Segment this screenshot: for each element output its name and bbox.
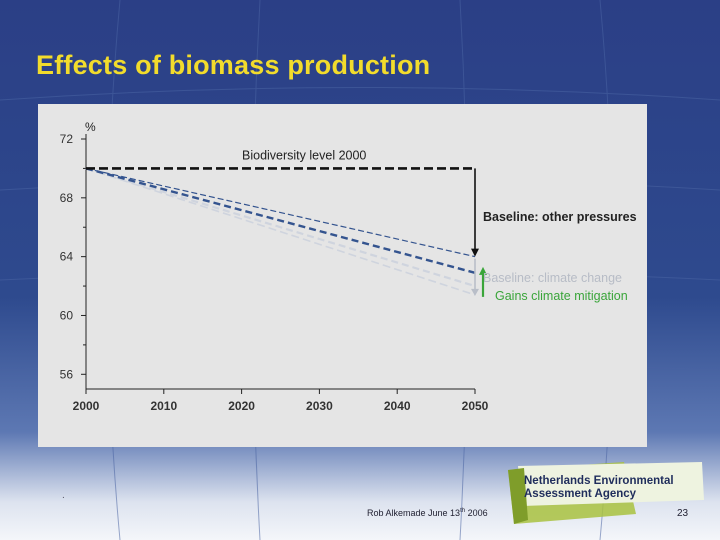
x-tick-label: 2020 <box>228 399 255 413</box>
y-tick-label: 56 <box>60 367 74 381</box>
series-line-mitigation <box>85 167 476 288</box>
y-tick-label: 72 <box>60 132 74 146</box>
series-line-all-pressures <box>85 167 476 296</box>
slide-title: Effects of biomass production <box>36 50 431 80</box>
x-tick-label: 2050 <box>462 399 489 413</box>
chart-series <box>85 167 476 296</box>
y-tick-label: 64 <box>60 250 74 264</box>
series-line-other-pressures <box>85 167 476 258</box>
chart-ticks: 56 60 64 68 72 2000 2010 2020 2030 2040 2050 <box>60 132 489 413</box>
logo-mark-icon <box>508 462 704 524</box>
x-tick-label: 2030 <box>306 399 333 413</box>
author-sup: th <box>460 508 466 514</box>
x-tick-label: 2040 <box>384 399 411 413</box>
chart-annotations: Biodiversity level 2000 Baseline: other p… <box>242 148 637 303</box>
author-prefix: Rob Alkemade June 13 <box>367 508 461 518</box>
agency-logo: Netherlands Environmental Assessment Age… <box>504 462 708 524</box>
footer-author: Rob Alkemade June 13th 2006 <box>367 508 488 518</box>
logo-text: Netherlands Environmental Assessment Age… <box>524 475 674 500</box>
series-line-climate-change <box>85 167 476 274</box>
annotation-other-pressures: Baseline: other pressures <box>483 210 637 224</box>
footer-dot: . <box>62 490 65 501</box>
page-number: 23 <box>677 508 689 519</box>
climate-change-arrowhead <box>471 288 479 296</box>
other-pressures-arrowhead <box>471 248 479 257</box>
y-tick-label: 68 <box>60 191 74 205</box>
chart-axes: % <box>85 120 475 390</box>
x-tick-label: 2010 <box>150 399 177 413</box>
annotation-mitigation: Gains climate mitigation <box>495 289 628 303</box>
x-tick-label: 2000 <box>73 399 100 413</box>
mitigation-arrowhead <box>479 266 487 275</box>
biodiversity-chart: % 56 60 64 68 72 2000 2010 2020 2030 2040 2050 Bio… <box>60 120 637 413</box>
reference-label: Biodiversity level 2000 <box>242 148 366 162</box>
y-tick-label: 60 <box>60 308 74 322</box>
annotation-climate-change: Baseline: climate change <box>483 271 622 285</box>
author-suffix: 2006 <box>465 508 488 518</box>
y-axis-unit-label: % <box>85 120 96 134</box>
chart-panel: % 56 60 64 68 72 2000 2010 2020 2030 2040 2050 Bio… <box>38 104 647 447</box>
